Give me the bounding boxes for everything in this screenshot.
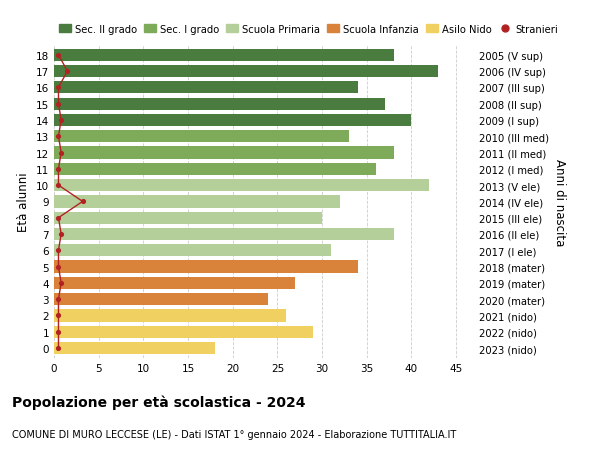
Legend: Sec. II grado, Sec. I grado, Scuola Primaria, Scuola Infanzia, Asilo Nido, Stran: Sec. II grado, Sec. I grado, Scuola Prim… xyxy=(59,25,557,35)
Point xyxy=(53,247,63,254)
Bar xyxy=(54,229,394,241)
Point xyxy=(53,133,63,140)
Text: Popolazione per età scolastica - 2024: Popolazione per età scolastica - 2024 xyxy=(12,395,305,409)
Point xyxy=(53,52,63,59)
Point xyxy=(53,263,63,271)
Point xyxy=(53,328,63,336)
Point xyxy=(56,150,66,157)
Bar xyxy=(54,342,215,354)
Bar xyxy=(54,277,295,289)
Bar xyxy=(54,261,358,273)
Bar xyxy=(54,82,358,94)
Bar xyxy=(54,310,286,322)
Point xyxy=(56,117,66,124)
Y-axis label: Anni di nascita: Anni di nascita xyxy=(553,158,566,246)
Bar xyxy=(54,293,268,306)
Point xyxy=(78,198,88,206)
Bar xyxy=(54,245,331,257)
Point xyxy=(56,231,66,238)
Bar xyxy=(54,163,376,175)
Bar xyxy=(54,131,349,143)
Point xyxy=(53,296,63,303)
Point xyxy=(53,101,63,108)
Text: COMUNE DI MURO LECCESE (LE) - Dati ISTAT 1° gennaio 2024 - Elaborazione TUTTITAL: COMUNE DI MURO LECCESE (LE) - Dati ISTAT… xyxy=(12,429,456,439)
Bar xyxy=(54,50,394,62)
Point xyxy=(53,312,63,319)
Bar xyxy=(54,212,322,224)
Bar xyxy=(54,326,313,338)
Y-axis label: Età alunni: Età alunni xyxy=(17,172,31,232)
Bar xyxy=(54,115,412,127)
Point xyxy=(53,214,63,222)
Point xyxy=(56,280,66,287)
Point xyxy=(53,84,63,92)
Bar xyxy=(54,196,340,208)
Bar xyxy=(54,98,385,111)
Point xyxy=(62,68,72,76)
Point xyxy=(53,182,63,190)
Bar xyxy=(54,147,394,159)
Bar xyxy=(54,179,430,192)
Bar xyxy=(54,66,438,78)
Point xyxy=(53,166,63,173)
Point xyxy=(53,345,63,352)
